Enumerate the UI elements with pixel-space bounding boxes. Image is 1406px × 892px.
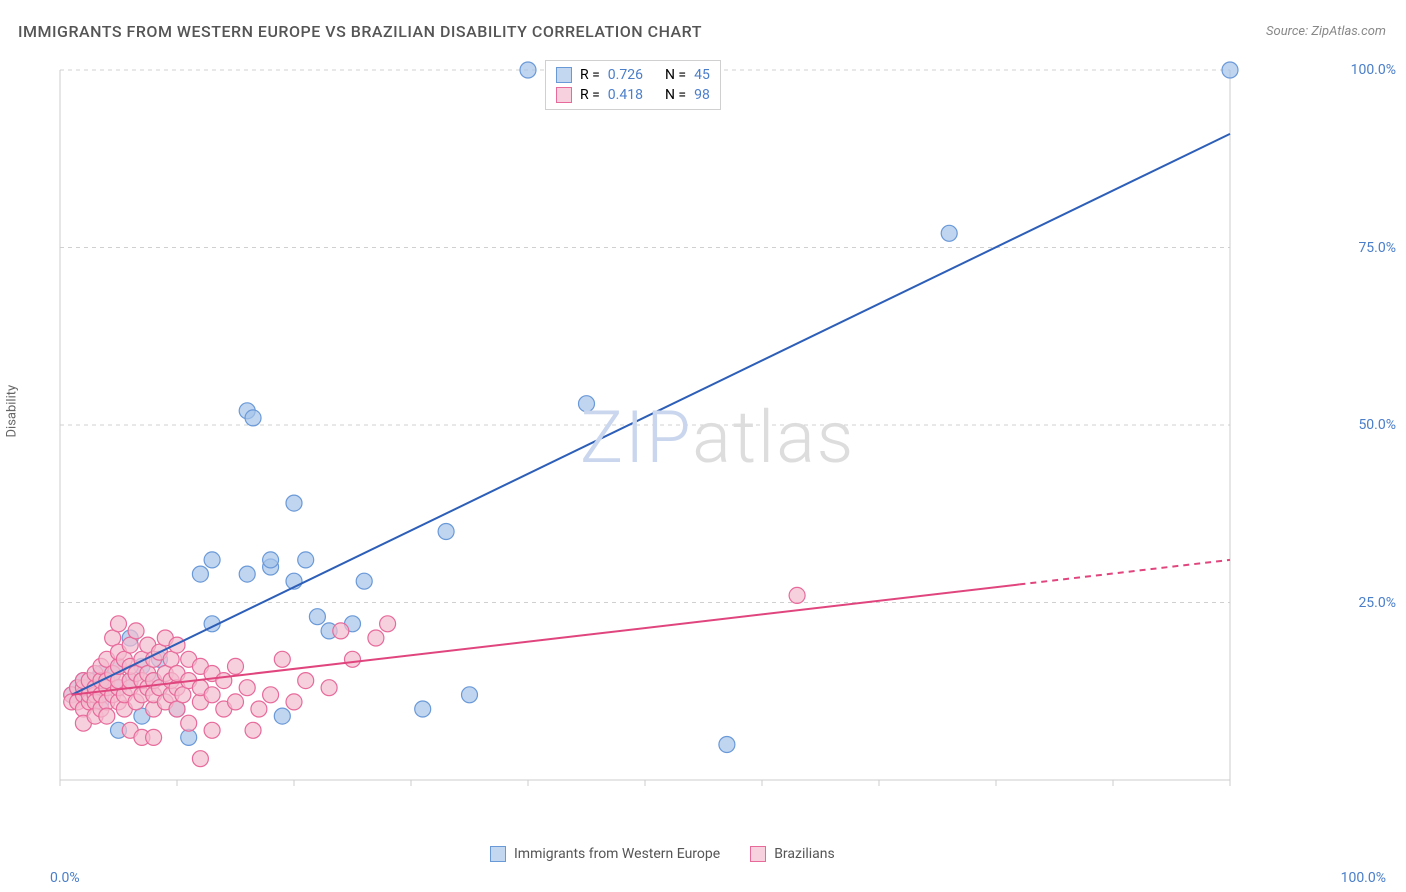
y-tick-label: 75.0% — [1358, 240, 1396, 256]
legend-box-bottom-1 — [490, 846, 506, 862]
r-value-1: 0.726 — [608, 67, 643, 83]
legend-label-1: Immigrants from Western Europe — [514, 846, 720, 862]
x-tick-min: 0.0% — [50, 870, 80, 886]
n-label: N = — [665, 87, 686, 103]
y-tick-label: 100.0% — [1351, 62, 1396, 78]
legend-label-2: Brazilians — [774, 846, 835, 862]
y-tick-label: 50.0% — [1358, 417, 1396, 433]
chart-area — [50, 60, 1310, 820]
chart-source: Source: ZipAtlas.com — [1266, 24, 1386, 39]
legend-stats: R = 0.726 N = 45 R = 0.418 N = 98 — [545, 60, 721, 110]
n-label: N = — [665, 67, 686, 83]
legend-box-series-2 — [556, 87, 572, 103]
r-label: R = — [580, 87, 600, 103]
y-axis-label: Disability — [5, 385, 20, 438]
x-tick-max: 100.0% — [1341, 870, 1386, 886]
n-value-2: 98 — [694, 87, 710, 103]
y-tick-label: 25.0% — [1358, 595, 1396, 611]
legend-bottom: Immigrants from Western Europe Brazilian… — [490, 846, 835, 862]
legend-item-1: Immigrants from Western Europe — [490, 846, 720, 862]
legend-stats-row-1: R = 0.726 N = 45 — [556, 65, 710, 85]
legend-stats-row-2: R = 0.418 N = 98 — [556, 85, 710, 105]
legend-box-series-1 — [556, 67, 572, 83]
n-value-1: 45 — [694, 67, 710, 83]
r-label: R = — [580, 67, 600, 83]
r-value-2: 0.418 — [608, 87, 643, 103]
chart-title: IMMIGRANTS FROM WESTERN EUROPE VS BRAZIL… — [18, 22, 702, 41]
legend-box-bottom-2 — [750, 846, 766, 862]
legend-item-2: Brazilians — [750, 846, 835, 862]
chart-svg — [50, 60, 1310, 820]
